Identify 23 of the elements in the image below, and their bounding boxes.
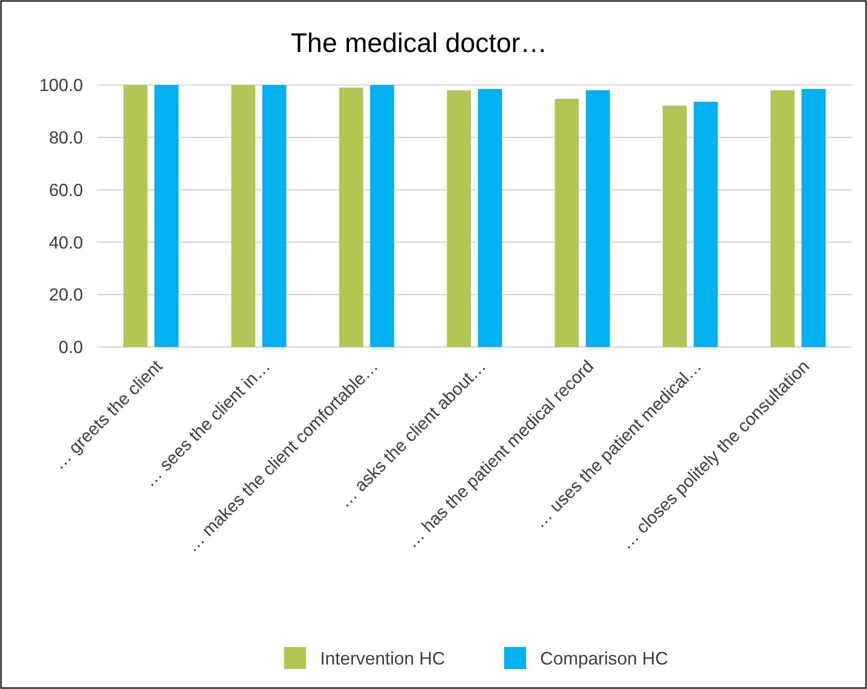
y-tick-label: 40.0 bbox=[48, 232, 84, 252]
legend-label: Intervention HC bbox=[320, 648, 446, 668]
legend-label: Comparison HC bbox=[540, 648, 668, 668]
chart-title: The medical doctor… bbox=[290, 28, 548, 58]
bar bbox=[770, 90, 795, 347]
y-tick-label: 80.0 bbox=[48, 128, 84, 148]
y-tick-label: 20.0 bbox=[48, 284, 84, 305]
bar bbox=[586, 90, 610, 347]
bar bbox=[662, 106, 687, 347]
y-tick-label: 100.0 bbox=[39, 75, 84, 96]
bar bbox=[478, 88, 502, 347]
bar bbox=[370, 85, 394, 347]
y-tick-label: 0.0 bbox=[58, 337, 84, 358]
bar bbox=[339, 88, 364, 347]
bar bbox=[802, 88, 826, 347]
bar bbox=[231, 85, 256, 347]
bar bbox=[694, 102, 718, 347]
bar bbox=[154, 85, 178, 347]
bar bbox=[554, 98, 579, 347]
bar bbox=[123, 85, 148, 347]
bar bbox=[262, 85, 286, 347]
y-tick-label: 60.0 bbox=[48, 180, 84, 200]
bar bbox=[447, 90, 471, 347]
